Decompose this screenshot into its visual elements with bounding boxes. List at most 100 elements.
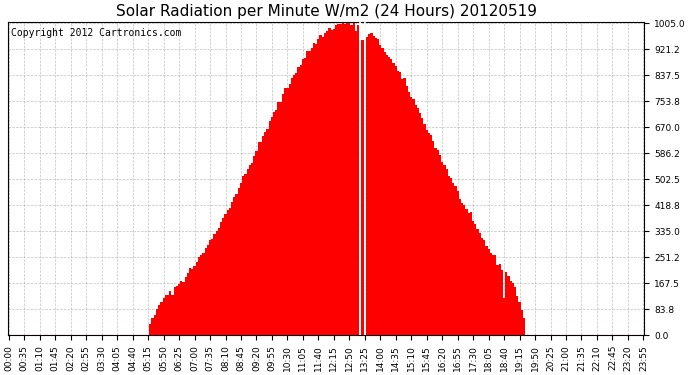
Bar — [215, 231, 218, 335]
Bar — [255, 151, 257, 335]
Bar — [264, 132, 266, 335]
Bar — [499, 264, 501, 335]
Bar — [165, 295, 167, 335]
Bar — [510, 280, 512, 335]
Bar — [313, 43, 315, 335]
Bar — [448, 176, 450, 335]
Bar — [443, 165, 446, 335]
Bar — [450, 178, 452, 335]
Bar — [437, 150, 439, 335]
Bar — [377, 39, 380, 335]
Bar — [259, 142, 262, 335]
Bar — [308, 51, 310, 335]
Bar — [169, 291, 171, 335]
Bar — [275, 110, 277, 335]
Bar — [368, 34, 371, 335]
Bar — [224, 214, 226, 335]
Bar — [151, 318, 154, 335]
Bar — [167, 295, 169, 335]
Title: Solar Radiation per Minute W/m2 (24 Hours) 20120519: Solar Radiation per Minute W/m2 (24 Hour… — [116, 4, 537, 19]
Bar — [446, 170, 448, 335]
Bar — [244, 174, 246, 335]
Bar — [488, 249, 490, 335]
Bar — [481, 238, 483, 335]
Bar — [514, 287, 516, 335]
Bar — [262, 136, 264, 335]
Bar — [185, 277, 187, 335]
Bar — [406, 86, 408, 335]
Bar — [408, 92, 410, 335]
Bar — [523, 318, 525, 335]
Bar — [391, 59, 393, 335]
Bar — [204, 248, 207, 335]
Bar — [496, 265, 499, 335]
Bar — [371, 33, 373, 335]
Bar — [441, 162, 443, 335]
Bar — [154, 315, 156, 335]
Bar — [226, 210, 229, 335]
Bar — [516, 296, 518, 335]
Bar — [233, 197, 235, 335]
Bar — [421, 118, 424, 335]
Bar — [279, 102, 282, 335]
Bar — [306, 51, 308, 335]
Bar — [512, 282, 514, 335]
Bar — [193, 266, 196, 335]
Bar — [198, 257, 200, 335]
Bar — [344, 24, 346, 335]
Bar — [331, 30, 333, 335]
Bar — [326, 31, 328, 335]
Bar — [271, 117, 273, 335]
Bar — [419, 112, 421, 335]
Bar — [322, 38, 324, 335]
Bar — [413, 99, 415, 335]
Bar — [366, 37, 368, 335]
Bar — [335, 25, 337, 335]
Bar — [299, 65, 302, 335]
Bar — [357, 25, 359, 335]
Bar — [293, 75, 295, 335]
Bar — [176, 286, 178, 335]
Bar — [202, 253, 204, 335]
Bar — [351, 25, 353, 335]
Bar — [246, 169, 248, 335]
Bar — [156, 309, 158, 335]
Bar — [452, 183, 454, 335]
Bar — [149, 324, 151, 335]
Bar — [333, 29, 335, 335]
Bar — [231, 202, 233, 335]
Bar — [295, 73, 297, 335]
Bar — [237, 188, 240, 335]
Bar — [211, 239, 213, 335]
Bar — [257, 142, 259, 335]
Bar — [251, 163, 253, 335]
Bar — [315, 44, 317, 335]
Bar — [339, 24, 342, 335]
Bar — [479, 233, 481, 335]
Bar — [430, 135, 432, 335]
Bar — [386, 55, 388, 335]
Bar — [459, 199, 461, 335]
Bar — [222, 218, 224, 335]
Bar — [428, 132, 430, 335]
Bar — [317, 39, 319, 335]
Bar — [213, 234, 215, 335]
Bar — [435, 148, 437, 335]
Bar — [404, 78, 406, 335]
Bar — [485, 246, 488, 335]
Bar — [171, 295, 174, 335]
Bar — [160, 302, 163, 335]
Bar — [507, 276, 510, 335]
Bar — [470, 212, 472, 335]
Bar — [240, 183, 242, 335]
Bar — [461, 202, 463, 335]
Bar — [472, 221, 474, 335]
Bar — [457, 191, 459, 335]
Bar — [439, 155, 441, 335]
Text: Copyright 2012 Cartronics.com: Copyright 2012 Cartronics.com — [11, 28, 181, 38]
Bar — [399, 72, 402, 335]
Bar — [158, 305, 160, 335]
Bar — [505, 272, 507, 335]
Bar — [410, 97, 413, 335]
Bar — [196, 262, 198, 335]
